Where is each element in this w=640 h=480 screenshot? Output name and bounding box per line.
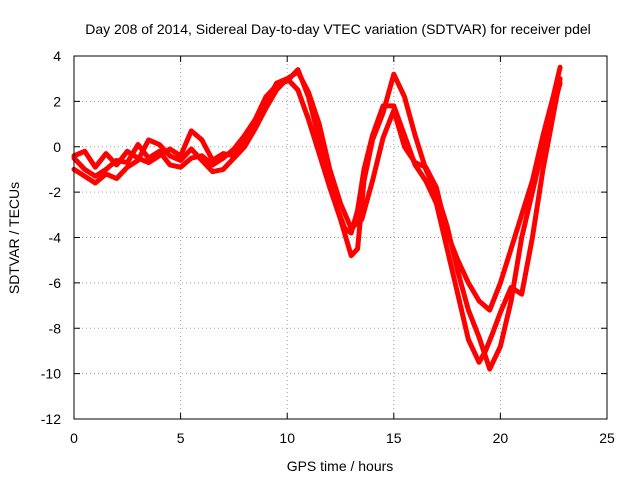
y-tick-label: 0	[53, 139, 61, 155]
y-tick-label: 4	[53, 48, 61, 64]
series-trace-3	[71, 71, 563, 372]
x-tick-label: 20	[493, 430, 509, 446]
y-tick-label: 2	[53, 93, 61, 109]
x-tick-label: 25	[599, 430, 615, 446]
x-axis: 0 5 10 15 20 25	[70, 56, 615, 446]
y-axis-title: SDTVAR / TECUs	[6, 182, 22, 294]
y-tick-label: -4	[49, 230, 62, 246]
y-tick-label: -8	[49, 320, 62, 336]
y-tick-label: -6	[49, 275, 62, 291]
x-tick-label: 0	[70, 430, 78, 446]
y-tick-label: -2	[49, 184, 62, 200]
chart-title: Day 208 of 2014, Sidereal Day-to-day VTE…	[85, 21, 591, 37]
y-tick-label: -10	[41, 366, 61, 382]
x-tick-label: 10	[279, 430, 295, 446]
x-tick-label: 5	[177, 430, 185, 446]
y-axis: -12 -10 -8 -6 -4 -2 0 2 4	[41, 48, 607, 427]
x-tick-label: 15	[386, 430, 402, 446]
plot-frame	[73, 55, 608, 420]
series-group	[71, 64, 563, 372]
y-tick-label: -12	[41, 411, 61, 427]
x-axis-title: GPS time / hours	[287, 458, 394, 474]
series-trace-2	[71, 64, 563, 313]
grid	[74, 56, 607, 419]
